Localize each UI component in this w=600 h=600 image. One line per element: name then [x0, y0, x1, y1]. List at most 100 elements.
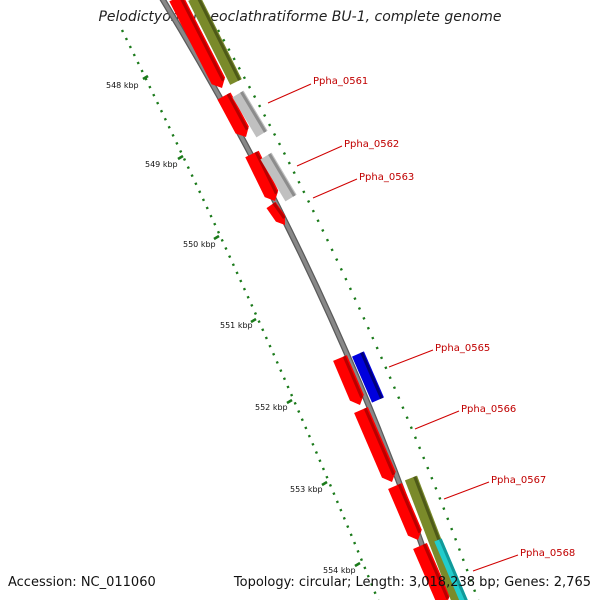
gene-label-ppha-0561[interactable]: Ppha_0561 [313, 76, 368, 87]
outer-tick-56 [469, 578, 473, 582]
gene-label-ppha-0567[interactable]: Ppha_0567 [491, 475, 546, 486]
cds-feature-4 [266, 201, 285, 225]
outer-tick-26 [344, 277, 348, 281]
inner-tick-60 [342, 516, 346, 520]
gene-label-ppha-0568[interactable]: Ppha_0568 [520, 548, 575, 559]
label-leader-3 [388, 349, 434, 368]
inner-tick-29 [231, 263, 235, 267]
outer-tick-0 [216, 29, 221, 33]
outer-tick-29 [357, 307, 362, 310]
inner-tick-47 [297, 410, 301, 414]
inner-tick-3 [132, 53, 136, 57]
accession-text: Accession: NC_011060 [8, 575, 156, 590]
outer-tick-54 [461, 558, 465, 562]
inner-tick-55 [325, 475, 329, 479]
rna-feature-1-shade [240, 91, 267, 133]
major-tick-3 [250, 317, 257, 324]
outer-tick-36 [388, 376, 392, 380]
outer-tick-20 [316, 219, 320, 223]
gene-label-ppha-0565[interactable]: Ppha_0565 [435, 343, 490, 354]
outer-tick-10 [268, 123, 272, 127]
inner-tick-50 [307, 434, 311, 438]
outer-tick-25 [339, 267, 343, 271]
inner-tick-25 [216, 230, 221, 234]
outer-tick-11 [273, 132, 277, 136]
inner-tick-24 [213, 222, 217, 226]
inner-tick-21 [201, 198, 206, 202]
outer-tick-43 [418, 446, 422, 450]
outer-tick-12 [277, 142, 282, 146]
cds-feature-5 [333, 355, 364, 405]
outer-tick-40 [405, 416, 409, 420]
outer-tick-53 [457, 548, 461, 551]
rna-feature-1 [232, 90, 268, 138]
label-leader-6 [472, 554, 519, 572]
inner-tick-16 [182, 158, 187, 162]
outer-tick-41 [409, 426, 413, 430]
inner-tick-44 [286, 385, 290, 389]
inner-tick-7 [148, 85, 152, 89]
inner-tick-15 [179, 149, 183, 153]
scale-label-551: 551 kbp [220, 321, 253, 330]
inner-tick-31 [239, 279, 243, 283]
outer-tick-52 [454, 537, 458, 541]
gene-label-leaders [267, 83, 519, 572]
inner-tick-49 [304, 426, 308, 430]
inner-tick-61 [346, 525, 350, 529]
inner-tick-62 [349, 533, 353, 537]
outer-tick-27 [348, 287, 352, 291]
scale-label-552: 552 kbp [255, 403, 288, 412]
outer-tick-8 [258, 104, 262, 108]
outer-tick-9 [263, 113, 267, 118]
inner-tick-11 [163, 117, 167, 121]
tick-track [120, 29, 480, 600]
outer-tick-22 [325, 238, 330, 242]
outer-tick-35 [384, 366, 388, 370]
outer-tick-44 [422, 456, 426, 460]
gene-label-ppha-0566[interactable]: Ppha_0566 [461, 404, 516, 415]
gene-label-ppha-0563[interactable]: Ppha_0563 [359, 172, 414, 183]
outer-tick-49 [442, 507, 446, 511]
inner-tick-35 [253, 312, 257, 315]
inner-tick-2 [128, 45, 132, 49]
label-leader-1 [296, 145, 343, 167]
inner-tick-58 [335, 500, 339, 504]
outer-tick-2 [227, 48, 231, 52]
gene-feature-1 [188, 0, 242, 85]
label-leader-4 [414, 410, 460, 430]
inner-tick-36 [257, 320, 261, 324]
inner-tick-40 [272, 352, 276, 356]
major-tick-2 [213, 234, 220, 241]
inner-tick-4 [136, 61, 140, 65]
inner-tick-51 [311, 442, 315, 446]
outer-tick-33 [375, 346, 379, 350]
inner-tick-59 [339, 508, 343, 512]
outer-tick-42 [413, 436, 418, 440]
inner-tick-41 [275, 360, 279, 364]
inner-tick-14 [175, 141, 179, 145]
inner-tick-39 [268, 344, 272, 348]
cds-feature-1-shade [180, 0, 225, 82]
cds-feature-6 [354, 407, 396, 482]
outer-tick-23 [330, 248, 334, 252]
inner-tick-63 [353, 541, 357, 545]
inner-tick-42 [279, 369, 283, 373]
outer-tick-39 [401, 406, 405, 410]
outer-tick-45 [426, 466, 430, 470]
inner-tick-69 [373, 591, 377, 595]
outer-tick-1 [222, 38, 226, 42]
ncrna-feature-1 [352, 351, 384, 403]
gene-label-ppha-0562[interactable]: Ppha_0562 [344, 139, 399, 150]
inner-tick-33 [246, 295, 250, 299]
inner-tick-34 [250, 303, 254, 307]
outer-tick-14 [287, 161, 291, 165]
inner-tick-28 [228, 255, 232, 259]
outer-tick-7 [252, 95, 257, 99]
cds-feature-5-shade [342, 355, 364, 399]
inner-tick-1 [124, 37, 128, 41]
inner-tick-30 [235, 271, 239, 275]
inner-tick-26 [220, 238, 224, 242]
inner-tick-12 [167, 125, 171, 129]
outer-tick-19 [311, 209, 315, 213]
inner-tick-32 [242, 287, 246, 291]
